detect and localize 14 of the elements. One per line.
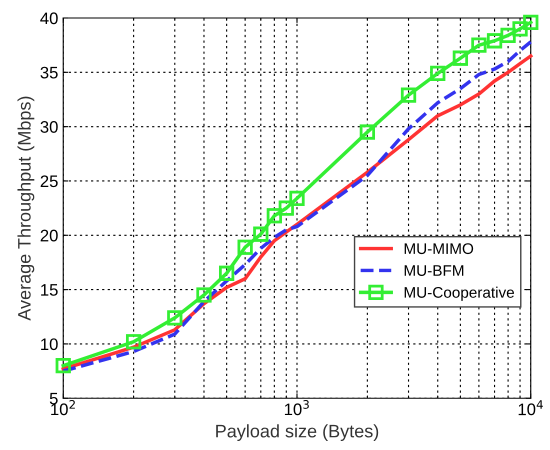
y-tick-label: 35 bbox=[40, 66, 58, 79]
x-axis-title: Payload size (Bytes) bbox=[216, 424, 378, 442]
y-tick-label: 30 bbox=[40, 121, 58, 133]
y-tick-label: 25 bbox=[40, 175, 58, 188]
legend-label: MU-Cooperative bbox=[404, 286, 514, 301]
y-tick-label: 15 bbox=[41, 284, 58, 296]
x-tick-label: 10$^{3}$ bbox=[284, 400, 309, 416]
y-tick-label: 10 bbox=[41, 338, 58, 350]
legend-label: MU-MIMO bbox=[404, 243, 474, 254]
legend-label: MU-BFM bbox=[404, 265, 464, 276]
y-axis-title: Average Throughput (Mbps) bbox=[17, 96, 34, 321]
x-tick-label: 10$^{4}$ bbox=[518, 400, 543, 416]
y-tick-label: 20 bbox=[40, 230, 58, 242]
y-tick-label: 40 bbox=[40, 12, 58, 24]
